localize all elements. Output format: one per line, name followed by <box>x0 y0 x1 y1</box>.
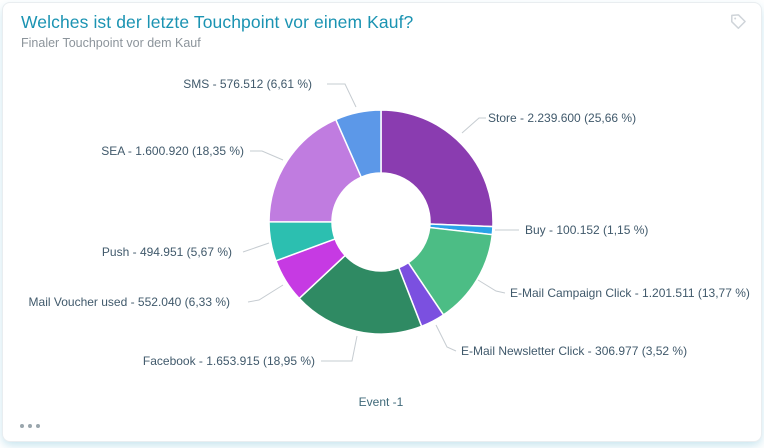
leader-lines <box>242 83 519 362</box>
widget-card <box>2 2 762 442</box>
slice-label-sea[interactable]: SEA - 1.600.920 (18,35 %) <box>101 144 244 158</box>
donut-slice-sms[interactable] <box>334 109 382 179</box>
tag-icon[interactable] <box>728 12 748 32</box>
leader-line <box>435 324 457 352</box>
slice-label-mail-voucher-used[interactable]: Mail Voucher used - 552.040 (6,33 %) <box>28 295 230 309</box>
widget-subtitle: Finaler Touchpoint vor dem Kauf <box>21 36 201 50</box>
donut-slice-facebook[interactable] <box>298 254 423 335</box>
leader-line <box>461 117 486 134</box>
leader-line <box>242 242 270 253</box>
axis-label-event: Event -1 <box>358 395 404 409</box>
slice-label-e-mail-campaign-click[interactable]: E-Mail Campaign Click - 1.201.511 (13,77… <box>510 286 750 300</box>
leader-line <box>327 83 357 108</box>
leader-line <box>250 150 284 161</box>
donut-slice-store[interactable] <box>380 109 494 228</box>
slice-label-buy[interactable]: Buy - 100.152 (1,15 %) <box>525 223 649 237</box>
slice-label-sms[interactable]: SMS - 576.512 (6,61 %) <box>183 77 312 91</box>
leader-line <box>247 284 284 303</box>
donut-slice-sea[interactable] <box>268 118 363 223</box>
widget-title: Welches ist der letzte Touchpoint vor ei… <box>21 12 414 32</box>
slice-label-store[interactable]: Store - 2.239.600 (25,66 %) <box>488 111 637 125</box>
leader-line <box>321 335 358 362</box>
slice-label-e-mail-newsletter-click[interactable]: E-Mail Newsletter Click - 306.977 (3,52 … <box>461 344 688 358</box>
slice-label-push[interactable]: Push - 494.951 (5,67 %) <box>101 245 232 259</box>
leader-line <box>477 279 506 294</box>
donut-slices <box>268 109 494 335</box>
slice-label-facebook[interactable]: Facebook - 1.653.915 (18,95 %) <box>142 354 315 368</box>
ellipsis-menu-icon[interactable] <box>20 424 40 428</box>
